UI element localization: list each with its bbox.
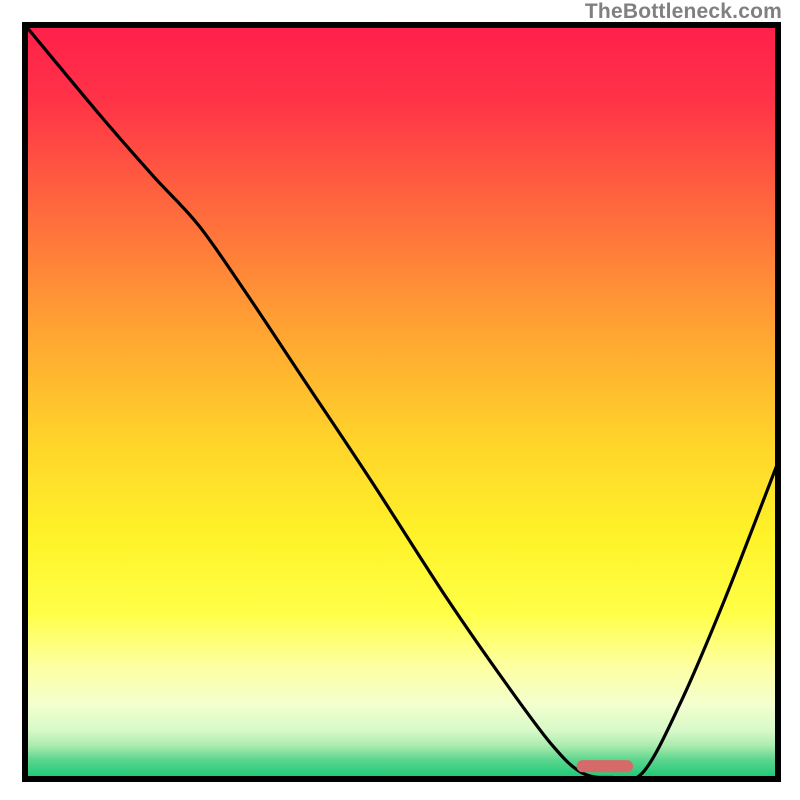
bottleneck-chart (0, 0, 800, 800)
gradient-background (25, 25, 778, 779)
optimal-marker (577, 760, 633, 772)
watermark-label: TheBottleneck.com (585, 0, 782, 24)
chart-container: { "watermark": { "text": "TheBottleneck.… (0, 0, 800, 800)
